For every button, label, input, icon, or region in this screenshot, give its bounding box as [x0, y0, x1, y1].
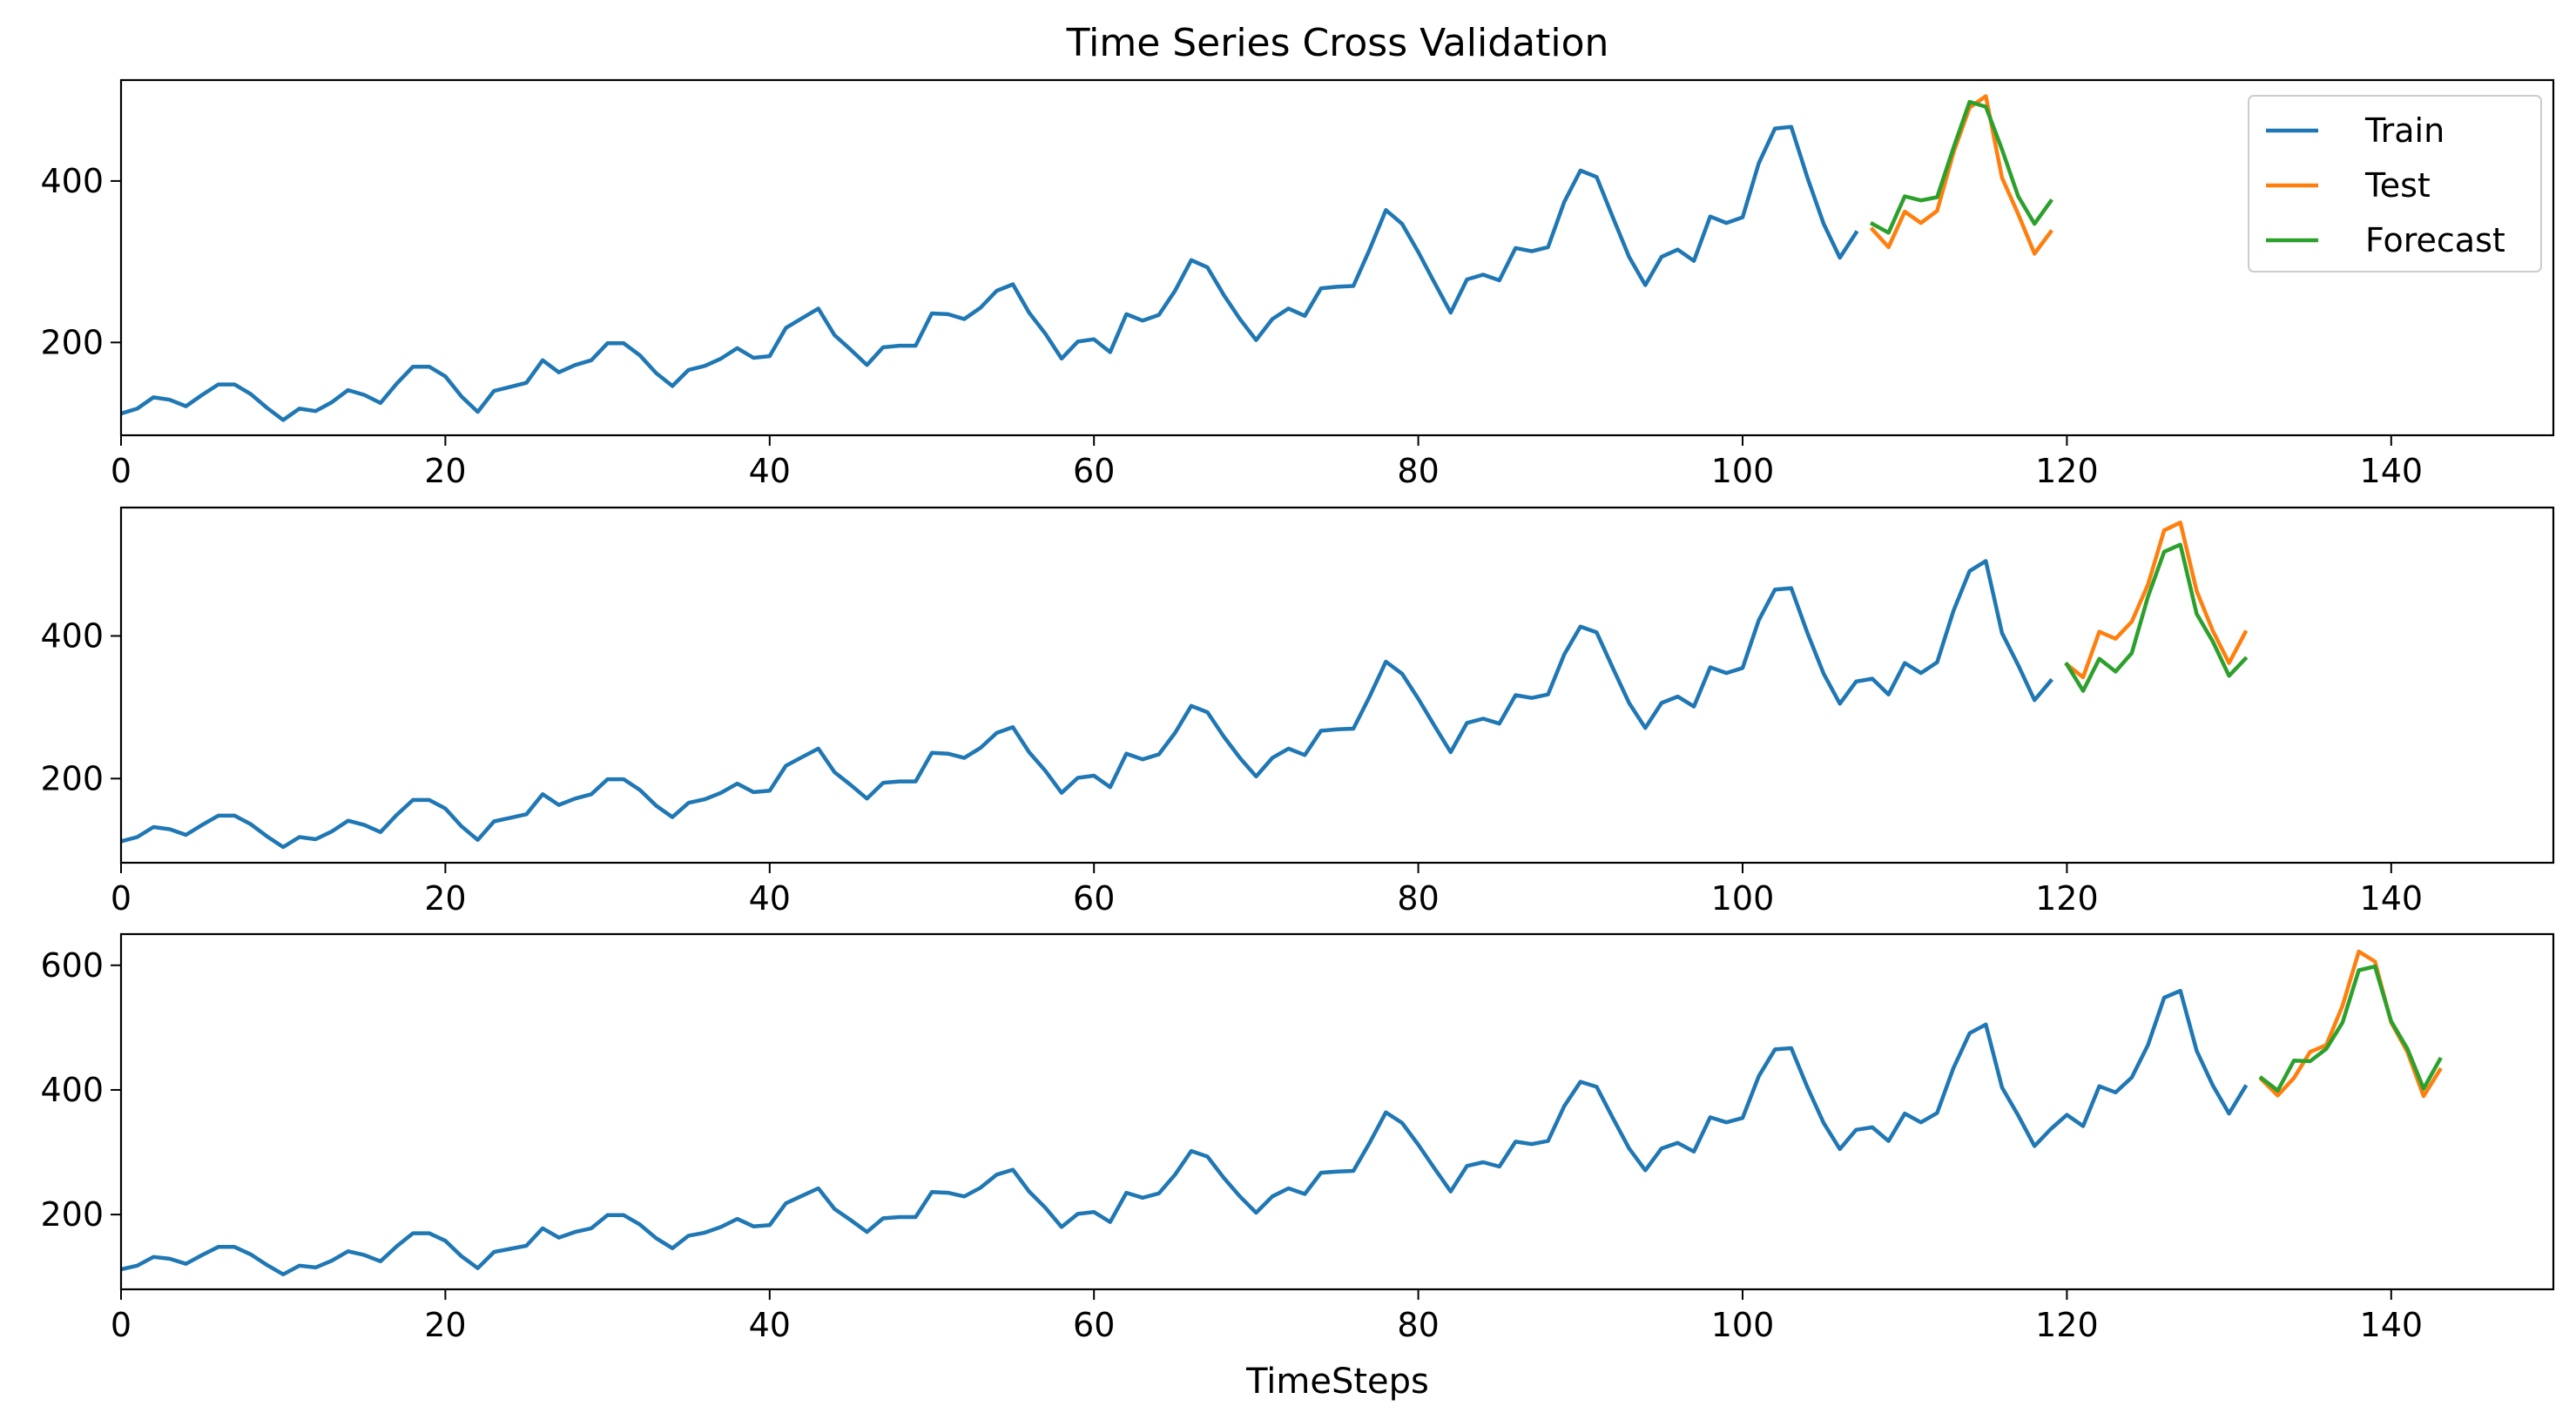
x-tick-label: 20 [424, 879, 466, 918]
x-tick-label: 0 [111, 879, 131, 918]
train-series-line [121, 988, 2249, 1277]
x-tick-label: 100 [1711, 452, 1775, 490]
x-tick-label: 120 [2035, 879, 2099, 918]
x-tick-label: 60 [1073, 1306, 1115, 1344]
forecast-series-line [2064, 542, 2249, 693]
forecast-series-line [1869, 99, 2053, 235]
x-tick-label: 40 [749, 1306, 791, 1344]
x-tick-label: 40 [749, 879, 791, 918]
x-axis-label: TimeSteps [1245, 1362, 1429, 1402]
legend-label-forecast: Forecast [2365, 221, 2505, 259]
x-tick-label: 60 [1073, 879, 1115, 918]
x-tick-label: 100 [1711, 1306, 1775, 1344]
legend-label-test: Test [2364, 166, 2431, 205]
train-series-line [121, 124, 1859, 422]
forecast-series-line [2258, 964, 2443, 1093]
x-tick-label: 100 [1711, 879, 1775, 918]
x-tick-label: 0 [111, 452, 131, 490]
x-tick-label: 140 [2360, 1306, 2424, 1344]
axes-frame [119, 932, 2555, 1291]
subplot-2: 0 20 40 60 80 100 120 140 200 400 [40, 506, 2555, 918]
chart-title: Time Series Cross Validation [1066, 21, 1609, 65]
x-tick-label: 120 [2035, 452, 2099, 490]
legend-label-train: Train [2364, 111, 2445, 150]
axes-frame [119, 78, 2555, 437]
test-series-line [2064, 520, 2249, 680]
x-tick-label: 20 [424, 452, 466, 490]
legend: Train Test Forecast [2248, 95, 2542, 272]
x-tick-label: 140 [2360, 879, 2424, 918]
x-tick-label: 40 [749, 452, 791, 490]
subplot-1: 0 20 40 60 80 100 120 140 200 400 [40, 78, 2555, 490]
y-tick-label: 200 [40, 1195, 104, 1234]
x-tick-label: 140 [2360, 452, 2424, 490]
y-tick-label: 400 [40, 1071, 104, 1109]
x-tick-label: 80 [1397, 879, 1439, 918]
x-tick-label: 120 [2035, 1306, 2099, 1344]
y-tick-label: 200 [40, 759, 104, 797]
x-tick-label: 80 [1397, 452, 1439, 490]
legend-box [2248, 95, 2542, 272]
y-tick-label: 400 [40, 616, 104, 655]
subplot-3: 0 20 40 60 80 100 120 140 200 400 600 [40, 932, 2555, 1344]
y-tick-label: 400 [40, 162, 104, 200]
x-tick-label: 60 [1073, 452, 1115, 490]
y-tick-label: 200 [40, 323, 104, 361]
x-tick-label: 80 [1397, 1306, 1439, 1344]
x-tick-label: 20 [424, 1306, 466, 1344]
x-tick-label: 0 [111, 1306, 131, 1344]
train-series-line [121, 559, 2053, 850]
y-tick-label: 600 [40, 946, 104, 985]
axes-frame [119, 506, 2555, 864]
